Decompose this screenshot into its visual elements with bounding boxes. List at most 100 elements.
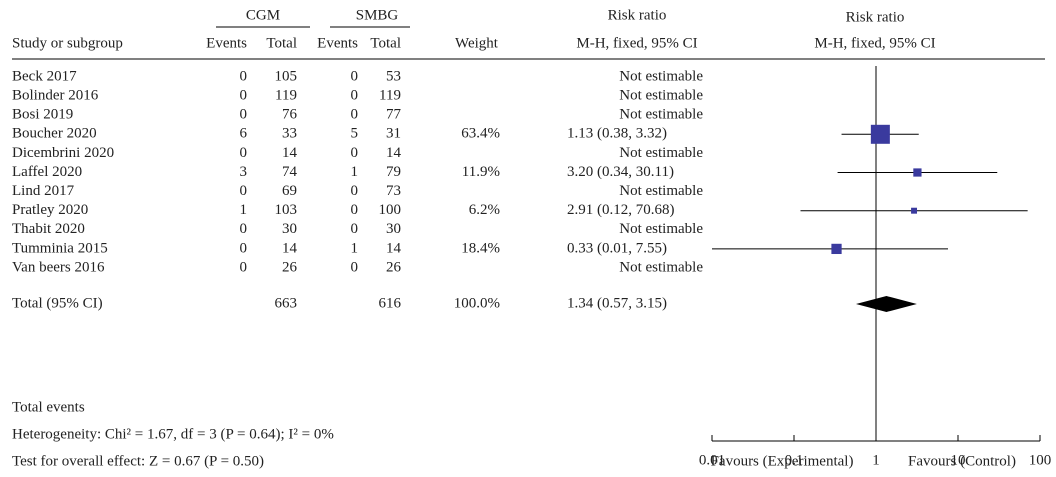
cell: 14 [386,240,402,256]
study-name: Dicembrini 2020 [12,145,114,161]
cell: 103 [275,202,298,218]
x-tick-label: 0.01 [699,452,725,468]
weight: 63.4% [461,126,500,142]
study-name: Tumminia 2015 [12,240,108,256]
x-tick-label: 100 [1029,452,1052,468]
cell: 0 [240,259,248,275]
column-header: Total [370,35,401,51]
effect-label: Not estimable [619,107,703,123]
x-tick-label: 1 [872,452,880,468]
cell: 26 [386,259,402,275]
cell: 69 [282,183,297,199]
cell: 0 [351,183,359,199]
cell: 0 [240,240,248,256]
study-name: Pratley 2020 [12,202,88,218]
effect-label: 1.13 (0.38, 3.32) [567,126,667,142]
column-header: Total [266,35,297,51]
summary-diamond [855,296,917,312]
favours-label: Favours (Control) [908,453,1016,469]
study-name: Bolinder 2016 [12,88,99,104]
cell: 53 [386,68,401,84]
study-name: Van beers 2016 [12,259,105,275]
effect-label: Not estimable [619,88,703,104]
effect-label: Not estimable [619,183,703,199]
x-tick-label: 0.1 [785,452,804,468]
effect-marker [913,168,922,177]
cell: 0 [240,221,248,237]
cell: 1 [351,164,359,180]
cell: 105 [275,68,298,84]
cell: 3 [240,164,248,180]
cell: 31 [386,126,401,142]
study-name: Lind 2017 [12,183,75,199]
effect-label: Not estimable [619,68,703,84]
cell: 14 [282,145,298,161]
cell: 6 [240,126,248,142]
effect-label: 3.20 (0.34, 30.11) [567,164,674,180]
cell: 0 [351,88,359,104]
study-name: Laffel 2020 [12,164,82,180]
weight: 100.0% [454,295,500,311]
cell: 0 [351,202,359,218]
footer-text: Total events [12,399,85,415]
cell: 5 [351,126,359,142]
study-name: Boucher 2020 [12,126,97,142]
cell: 100 [379,202,402,218]
weight: 6.2% [469,202,500,218]
cell: 0 [240,107,248,123]
cell: 30 [386,221,401,237]
cell: 76 [282,107,298,123]
effect-label: Not estimable [619,221,703,237]
effect-marker [831,243,842,255]
study-name: Thabit 2020 [12,221,85,237]
cell: 14 [386,145,402,161]
total-label: Total (95% CI) [12,295,103,311]
effect-label: 1.34 (0.57, 3.15) [567,295,667,311]
effect-label: 2.91 (0.12, 70.68) [567,202,675,218]
cell: 0 [351,107,359,123]
cell: 119 [379,88,401,104]
effect-marker [911,207,918,214]
weight: 11.9% [462,164,500,180]
cell: 0 [240,88,248,104]
cell: 73 [386,183,401,199]
study-name: Beck 2017 [12,68,77,84]
effect-label: 0.33 (0.01, 7.55) [567,240,667,256]
cell: 30 [282,221,297,237]
cell: 0 [351,259,359,275]
cell: 1 [240,202,248,218]
footer-text: Test for overall effect: Z = 0.67 (P = 0… [12,453,264,469]
cell: 33 [282,126,297,142]
column-header: Risk ratio [846,9,905,25]
cell: 0 [240,183,248,199]
column-header: M-H, fixed, 95% CI [814,35,935,51]
study-name: Bosi 2019 [12,107,73,123]
cell: 77 [386,107,402,123]
cell: 0 [351,145,359,161]
column-header: Events [317,35,358,51]
cell: 663 [275,295,298,311]
weight: 18.4% [461,240,500,256]
column-header: Study or subgroup [12,35,123,51]
group-header: SMBG [356,7,399,23]
cell: 74 [282,164,298,180]
effect-label: Not estimable [619,145,703,161]
cell: 616 [379,295,402,311]
effect-marker [870,124,890,144]
group-header: CGM [246,7,280,23]
column-header: Events [206,35,247,51]
column-header: Weight [455,35,499,51]
effect-label: Not estimable [619,259,703,275]
cell: 1 [351,240,359,256]
column-header: Risk ratio [608,7,667,23]
cell: 0 [240,145,248,161]
cell: 0 [351,68,359,84]
cell: 0 [240,68,248,84]
favours-label: Favours (Experimental) [711,453,854,469]
cell: 0 [351,221,359,237]
cell: 79 [386,164,401,180]
footer-text: Heterogeneity: Chi² = 1.67, df = 3 (P = … [12,426,334,442]
cell: 26 [282,259,298,275]
x-tick-label: 10 [951,452,966,468]
